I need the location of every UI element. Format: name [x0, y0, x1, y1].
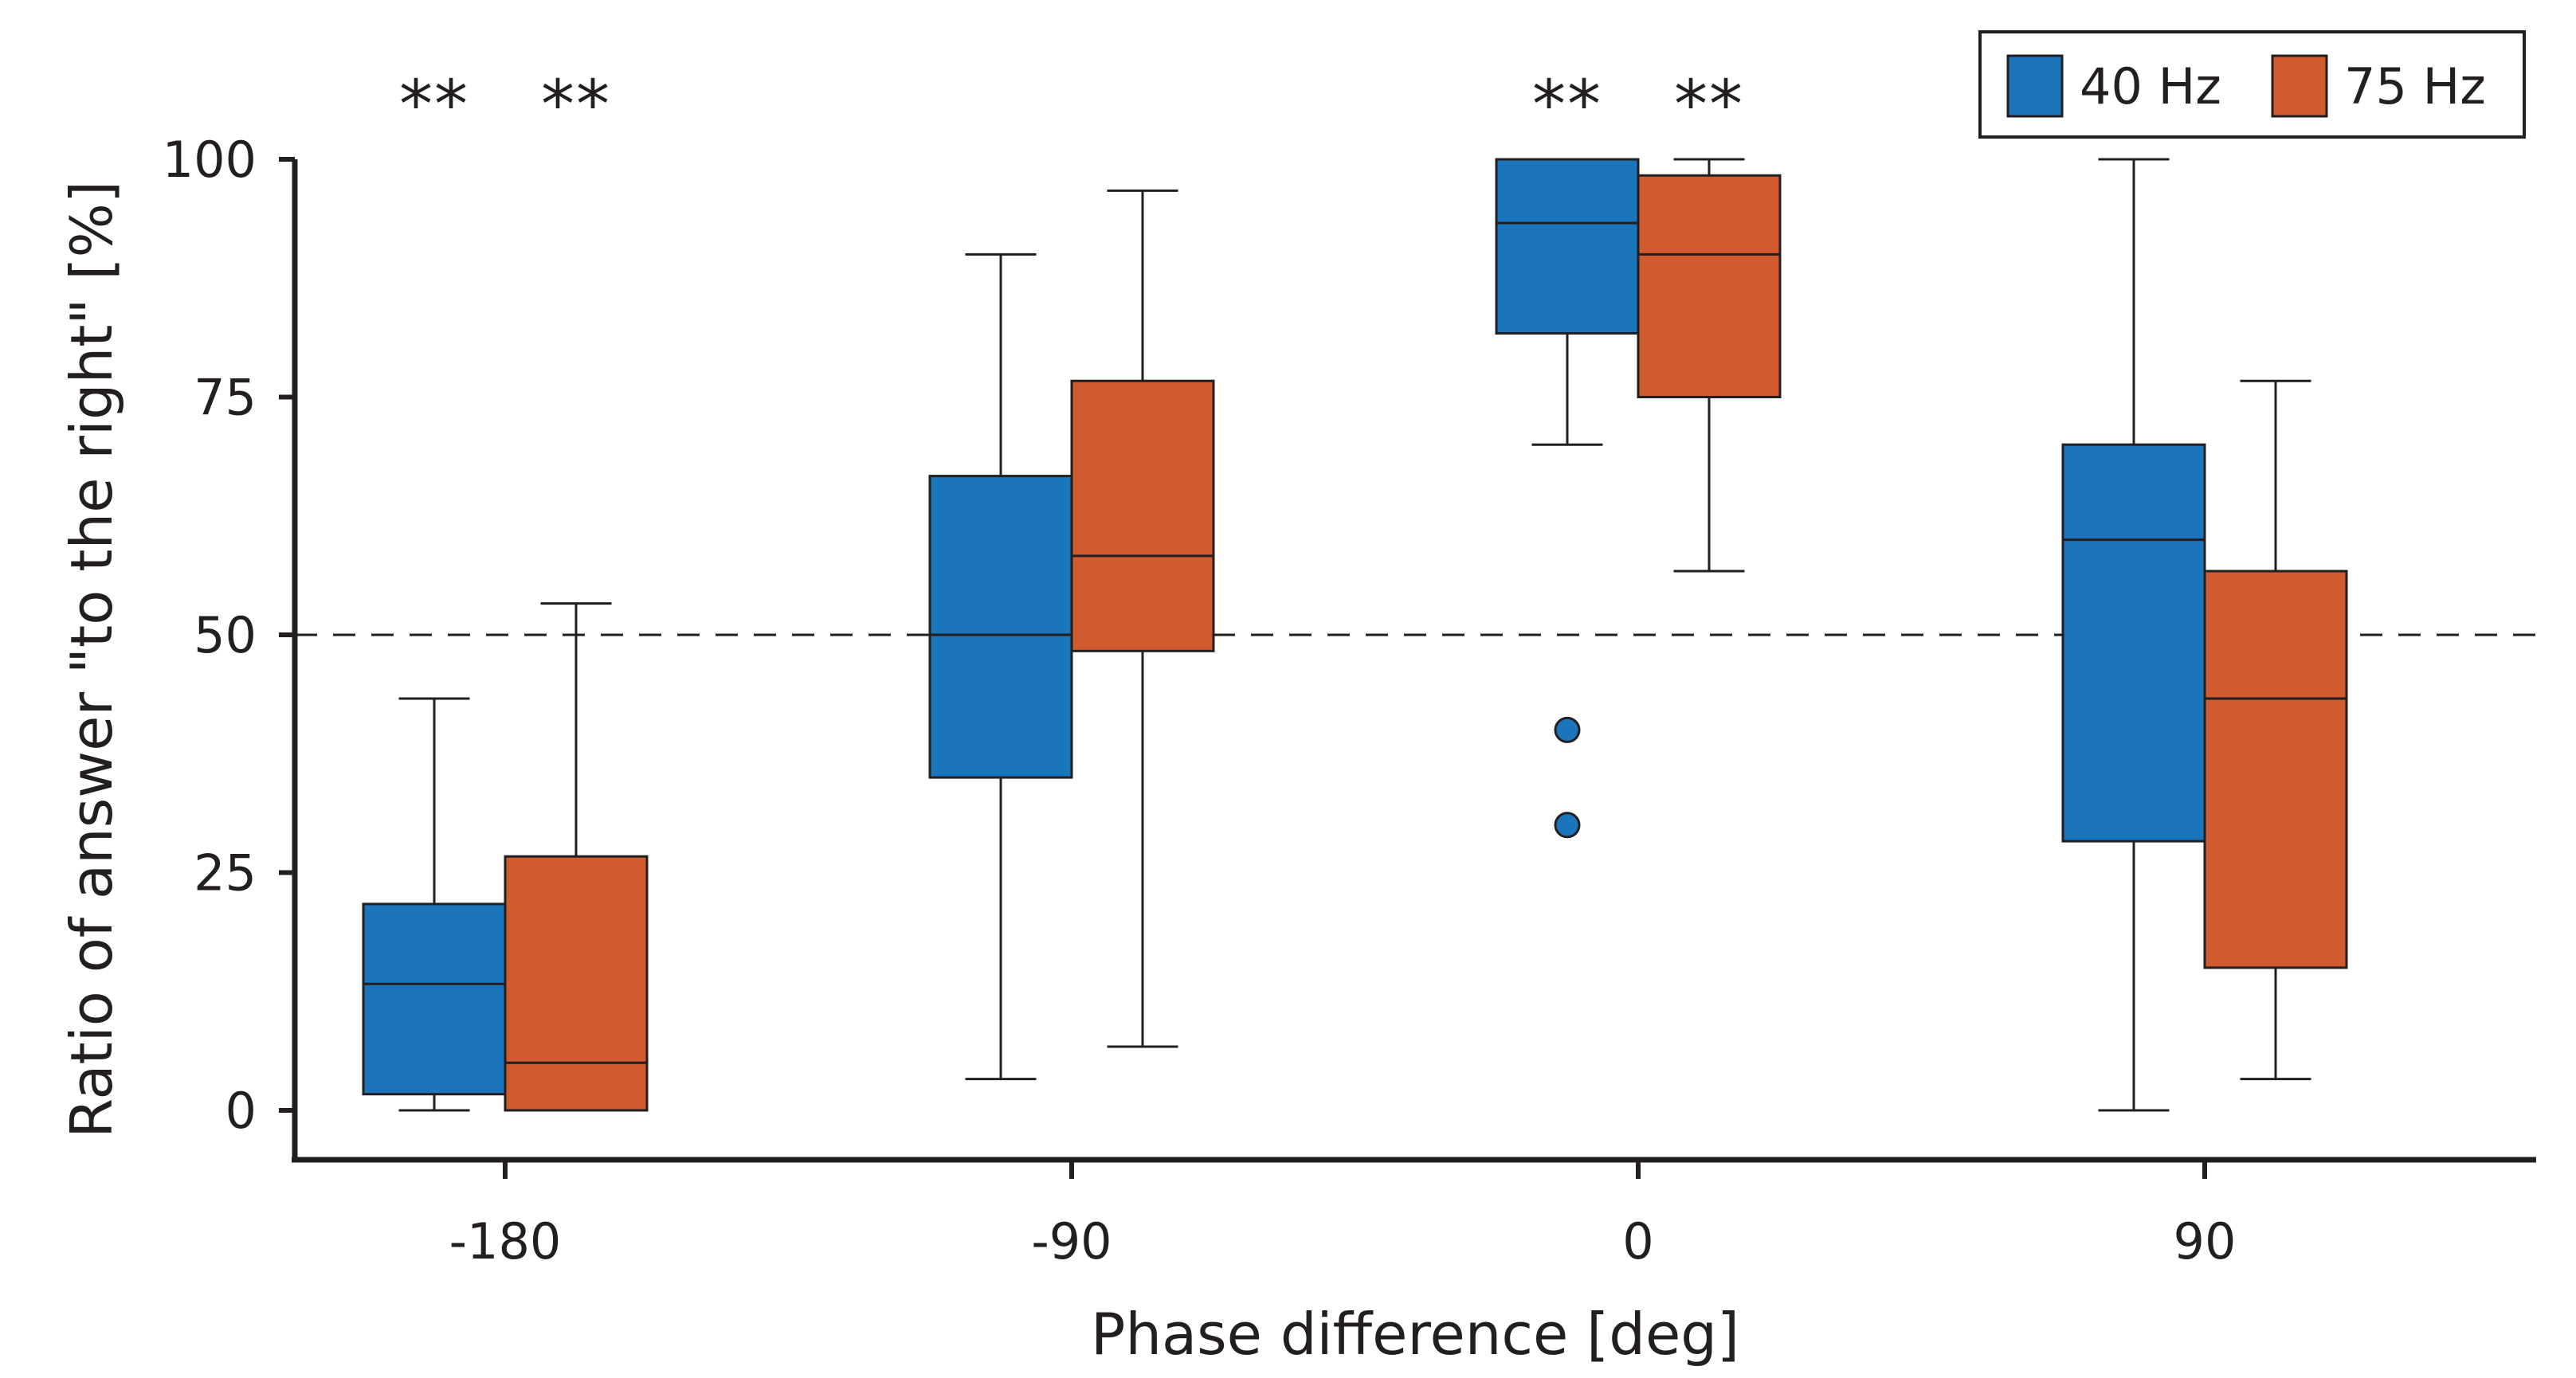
y-ticks: 0 25 50 75 100: [163, 131, 295, 1140]
box-75hz-90: [2203, 379, 2348, 1081]
x-tick-label: -90: [1031, 1212, 1112, 1270]
outlier-point: [1554, 812, 1581, 839]
box-iqr: [2061, 443, 2206, 843]
box-40hz-90: [2061, 158, 2206, 1112]
x-tick-label: 0: [1622, 1212, 1653, 1270]
y-tick-label: 75: [194, 369, 257, 427]
box-iqr: [2203, 570, 2348, 969]
box-75hz-180: [504, 602, 649, 1112]
x-ticks: -180 -90 0 90: [449, 1160, 2237, 1270]
significance-marker: **: [1532, 65, 1602, 143]
box-iqr: [1070, 379, 1215, 652]
legend-label-75hz: 75 Hz: [2344, 57, 2486, 115]
legend-swatch-75hz: [2271, 54, 2328, 118]
y-tick-label: 100: [163, 131, 257, 189]
legend-frame: [1978, 30, 2526, 139]
legend-label-40hz: 40 Hz: [2080, 57, 2221, 115]
significance-marker: **: [399, 65, 469, 143]
significance-marker: **: [541, 65, 611, 143]
box-75hz-90: [1070, 189, 1215, 1048]
y-tick-label: 50: [194, 606, 257, 664]
box-75hz-0: [1637, 158, 1782, 573]
x-tick-label: -180: [449, 1212, 562, 1270]
legend-swatch-40hz: [2006, 54, 2064, 118]
box-iqr: [928, 475, 1073, 779]
box-iqr: [1495, 158, 1640, 335]
legend: 40 Hz 75 Hz: [1978, 30, 2526, 139]
box-40hz-180: [362, 697, 507, 1112]
box-series: [362, 158, 2348, 1112]
significance-marker: **: [1674, 65, 1744, 143]
box-iqr: [1637, 174, 1782, 398]
box-40hz-0: [1495, 158, 1640, 839]
y-tick-label: 25: [194, 844, 257, 902]
y-tick-label: 0: [225, 1082, 257, 1140]
box-40hz-90: [928, 253, 1073, 1081]
x-tick-label: 90: [2174, 1212, 2237, 1270]
y-axis-label: Ratio of answer "to the right" [%]: [58, 181, 125, 1138]
x-axis-label: Phase difference [deg]: [1091, 1301, 1739, 1368]
box-iqr: [504, 855, 649, 1112]
box-iqr: [362, 902, 507, 1096]
outlier-point: [1554, 716, 1581, 743]
significance-annotations: ** ** ** **: [399, 65, 1744, 143]
